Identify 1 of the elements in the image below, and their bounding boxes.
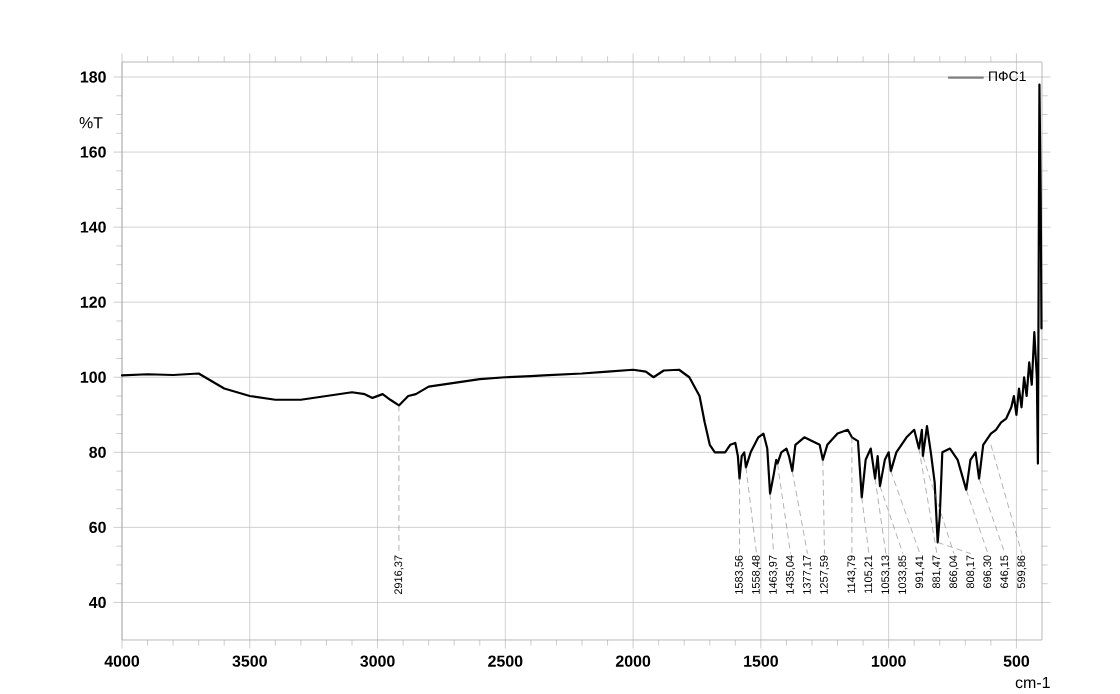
line-series [120, 83, 1043, 544]
